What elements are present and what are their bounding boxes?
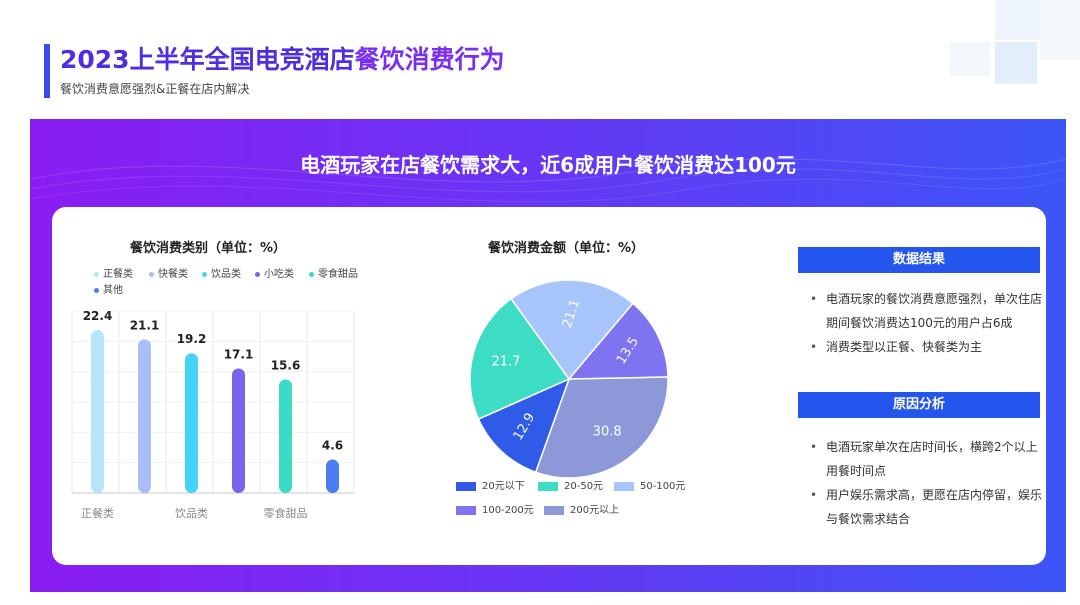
- pie-legend-label: 20元以下: [482, 481, 525, 492]
- x-tick-label: 饮品类: [175, 506, 208, 520]
- pie-value-label: 21.7: [491, 354, 520, 369]
- results-item: 消费类型以正餐、快餐类为主: [808, 335, 1044, 359]
- reasons-header: 原因分析: [798, 392, 1040, 418]
- bar-legend-item: 快餐类: [149, 265, 188, 280]
- panel-wave-decoration: [30, 158, 1066, 203]
- legend-dot: [94, 287, 99, 293]
- pie-legend-item: 20-50元: [538, 477, 603, 492]
- bar-legend-label: 小吃类: [264, 269, 294, 280]
- bar-value-label: 19.2: [177, 332, 207, 346]
- pie-legend-label: 20-50元: [564, 481, 604, 492]
- results-item: 电酒玩家的餐饮消费意愿强烈，单次住店期间餐饮消费达100元的用户占6成: [808, 287, 1044, 335]
- bar-legend-item: 其他: [94, 281, 123, 296]
- pie-legend-label: 100-200元: [482, 505, 534, 516]
- legend-swatch: [538, 481, 558, 491]
- bar-legend-item: 小吃类: [255, 265, 294, 280]
- main-panel: 电酒玩家在店餐饮需求大，近6成用户餐饮消费达100元 餐饮消费类别（单位：%） …: [30, 119, 1066, 592]
- page-title-part1: 2023上半年全国电竞酒店: [60, 45, 355, 74]
- pie-slice: [469, 297, 571, 421]
- pie-value-label: 30.8: [593, 425, 622, 440]
- bar: [185, 353, 198, 493]
- page-title: 2023上半年全国电竞酒店餐饮消费行为: [60, 40, 505, 76]
- bar: [91, 329, 104, 493]
- bar-legend-label: 饮品类: [211, 269, 241, 280]
- pie-slice: [510, 279, 634, 381]
- bar-legend-label: 零食甜品: [318, 269, 358, 280]
- x-tick-label: 零食甜品: [264, 506, 308, 520]
- bar: [279, 379, 292, 493]
- pie-legend-label: 50-100元: [640, 481, 686, 492]
- bar: [326, 459, 339, 493]
- pie-slice: [567, 302, 669, 380]
- pie-slice: [534, 376, 669, 479]
- bar-value-label: 21.1: [130, 318, 160, 332]
- reasons-item: 电酒玩家单次在店时间长，横跨2个以上用餐时间点: [808, 435, 1044, 483]
- pie-chart: 30.812.921.721.113.5: [469, 279, 669, 479]
- bar-legend-item: 零食甜品: [309, 265, 358, 280]
- content-card: 餐饮消费类别（单位：%） 22.4 21.1 19.2 17.1 15.6 4.6 正餐类饮…: [52, 207, 1046, 565]
- results-list: 电酒玩家的餐饮消费意愿强烈，单次住店期间餐饮消费达100元的用户占6成 消费类型…: [808, 287, 1044, 359]
- legend-dot: [202, 271, 207, 277]
- legend-dot: [94, 271, 99, 277]
- bar-legend-label: 快餐类: [158, 269, 188, 280]
- bar-legend-label: 正餐类: [103, 269, 133, 280]
- bar-value-label: 17.1: [224, 348, 254, 362]
- bar-chart-title: 餐饮消费类别（单位：%）: [130, 241, 287, 256]
- legend-swatch: [456, 505, 476, 515]
- decor-square: [995, 42, 1037, 84]
- title-accent-bar: [44, 44, 50, 98]
- bar-chart: 22.4 21.1 19.2 17.1 15.6 4.6 正餐类 饮品类 零食甜品: [71, 309, 355, 520]
- pie-slice: [477, 377, 571, 474]
- page-subtitle: 餐饮消费意愿强烈&正餐在店内解决: [60, 82, 250, 96]
- x-tick-label: 正餐类: [81, 506, 114, 520]
- bar-value-label: 15.6: [271, 358, 301, 372]
- bar: [232, 368, 245, 493]
- bar: [138, 339, 151, 493]
- reasons-list: 电酒玩家单次在店时间长，横跨2个以上用餐时间点 用户娱乐需求高，更愿在店内停留，…: [808, 435, 1044, 531]
- bar-value-label: 4.6: [322, 439, 343, 453]
- legend-dot: [309, 271, 314, 277]
- page-title-part2: 餐饮消费行为: [354, 45, 505, 74]
- reasons-item: 用户娱乐需求高，更愿在店内停留，娱乐与餐饮需求结合: [808, 483, 1044, 531]
- bar-legend-label: 其他: [103, 285, 123, 296]
- pie-legend-item: 200元以上: [544, 501, 619, 516]
- legend-swatch: [456, 481, 476, 491]
- legend-swatch: [614, 481, 634, 491]
- banner-headline: 电酒玩家在店餐饮需求大，近6成用户餐饮消费达100元: [300, 153, 796, 177]
- legend-dot: [149, 271, 154, 277]
- pie-chart-title: 餐饮消费金额（单位：%）: [488, 241, 645, 256]
- decor-square: [950, 42, 990, 76]
- bar-value-label: 22.4: [83, 309, 113, 323]
- legend-swatch: [544, 505, 564, 515]
- legend-dot: [255, 271, 260, 277]
- pie-legend-item: 20元以下: [456, 477, 525, 492]
- decor-square: [995, 0, 1045, 40]
- results-header: 数据结果: [798, 247, 1040, 273]
- pie-legend-item: 100-200元: [456, 501, 534, 516]
- pie-legend-label: 200元以上: [570, 505, 620, 516]
- pie-legend-item: 50-100元: [614, 477, 685, 492]
- bar-legend-item: 正餐类: [94, 265, 133, 280]
- decor-square: [1040, 0, 1080, 60]
- bar-legend-item: 饮品类: [202, 265, 241, 280]
